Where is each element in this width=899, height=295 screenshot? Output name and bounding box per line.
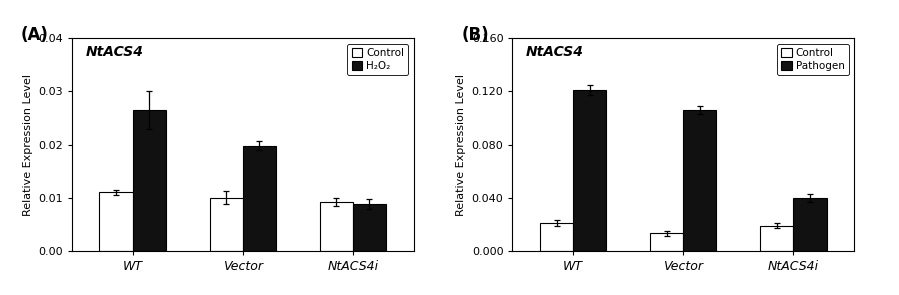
Legend: Control, H₂O₂: Control, H₂O₂ xyxy=(347,44,408,76)
Bar xyxy=(794,198,826,251)
Bar xyxy=(132,110,165,251)
Bar xyxy=(320,202,353,251)
Bar xyxy=(353,204,386,251)
Bar xyxy=(650,234,683,251)
Text: (A): (A) xyxy=(21,26,49,44)
Legend: Control, Pathogen: Control, Pathogen xyxy=(777,44,849,76)
Y-axis label: Relative Expression Level: Relative Expression Level xyxy=(22,73,32,216)
Bar xyxy=(683,110,717,251)
Bar xyxy=(243,146,276,251)
Bar xyxy=(100,192,132,251)
Y-axis label: Relative Expression Level: Relative Expression Level xyxy=(456,73,466,216)
Bar xyxy=(573,90,606,251)
Text: (B): (B) xyxy=(461,26,489,44)
Bar xyxy=(540,223,573,251)
Bar xyxy=(209,198,243,251)
Bar xyxy=(761,225,794,251)
Text: NtACS4: NtACS4 xyxy=(526,45,584,59)
Text: NtACS4: NtACS4 xyxy=(85,45,144,59)
